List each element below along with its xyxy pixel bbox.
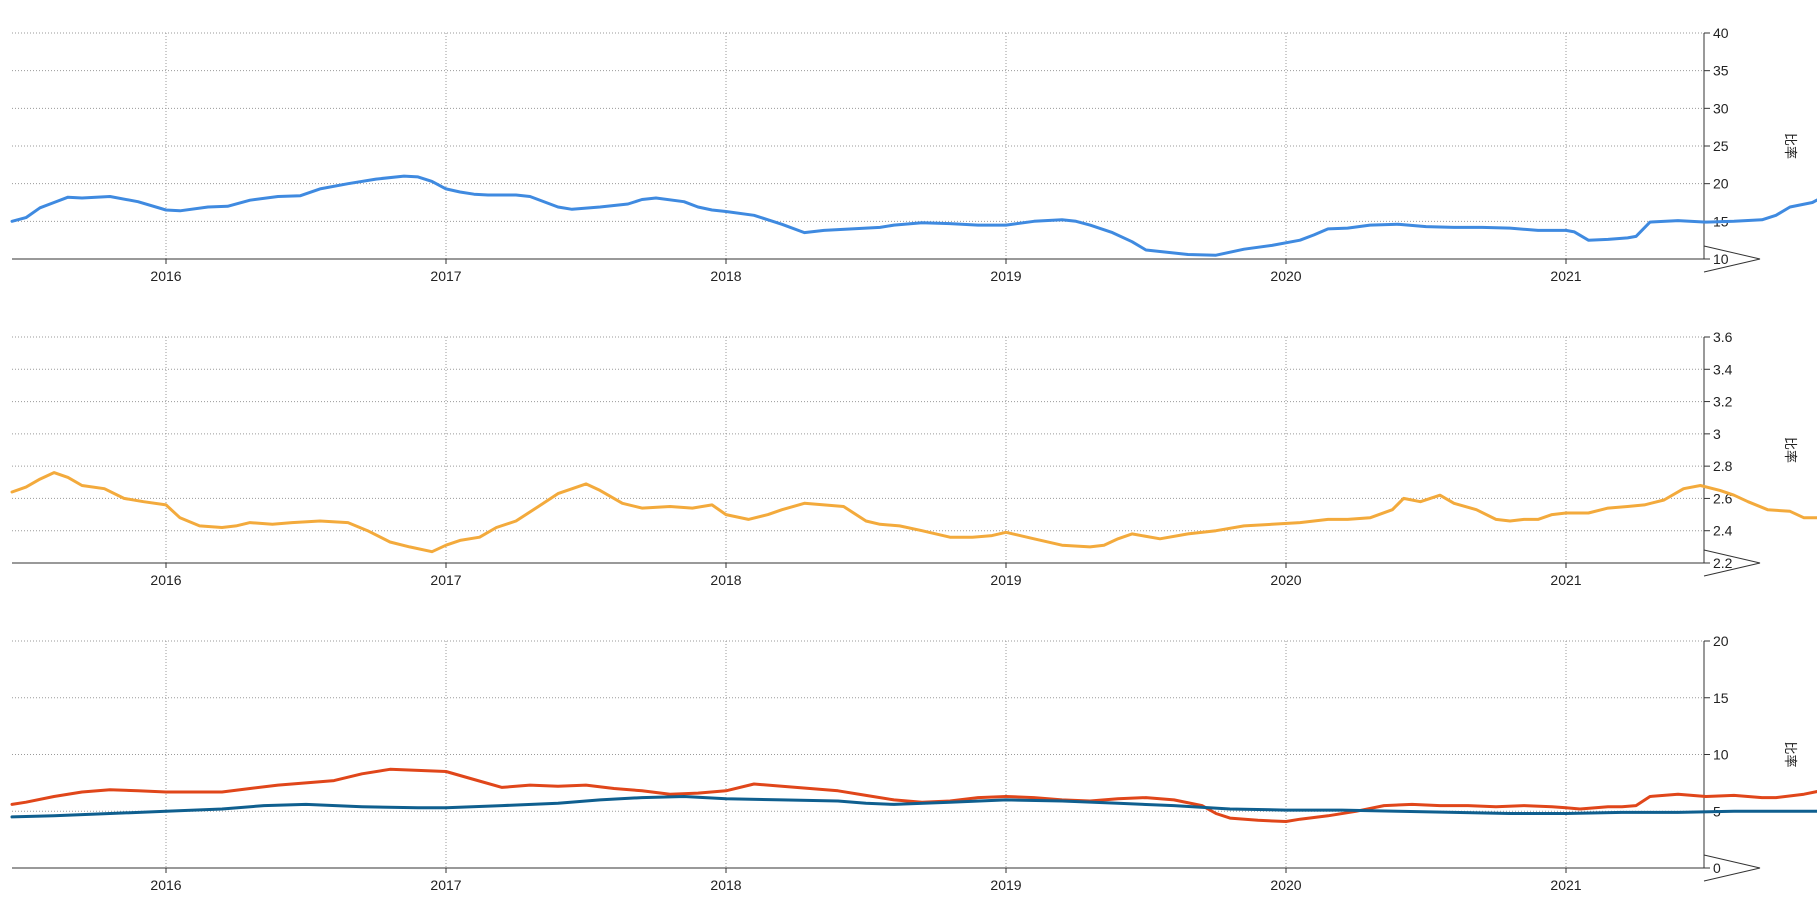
y-tick-label: 3	[1713, 426, 1721, 442]
x-tick-label: 2016	[150, 877, 181, 893]
series-line-1	[10, 174, 1817, 257]
y-axis-title: 比率	[1783, 133, 1798, 159]
y-axis-title: 比率	[1783, 741, 1798, 767]
x-tick-label: 2016	[150, 268, 181, 284]
x-tick-label: 2018	[710, 268, 741, 284]
series-line-2	[10, 795, 1817, 819]
series-line-1	[10, 471, 1817, 554]
x-tick-label: 2020	[1270, 268, 1301, 284]
x-axis-arrow	[1703, 854, 1761, 882]
x-tick-label: 2016	[150, 572, 181, 588]
x-tick-label: 2018	[710, 572, 741, 588]
y-tick-label: 40	[1713, 25, 1729, 41]
y-tick-label: 0	[1713, 860, 1721, 876]
y-tick-label: 10	[1713, 251, 1729, 267]
x-tick-label: 2021	[1550, 572, 1581, 588]
x-tick-label: 2021	[1550, 268, 1581, 284]
x-tick-label: 2018	[710, 877, 741, 893]
y-tick-label: 3.6	[1713, 329, 1733, 345]
x-tick-label: 2019	[990, 572, 1021, 588]
y-tick-label: 2.8	[1713, 458, 1733, 474]
x-tick-label: 2019	[990, 268, 1021, 284]
y-tick-label: 10	[1713, 747, 1729, 763]
series-line-1	[10, 767, 1817, 823]
y-tick-label: 20	[1713, 176, 1729, 192]
y-tick-label: 35	[1713, 63, 1729, 79]
y-tick-label: 2.2	[1713, 555, 1733, 571]
x-tick-label: 2020	[1270, 877, 1301, 893]
y-tick-label: 2.4	[1713, 523, 1733, 539]
x-tick-label: 2021	[1550, 877, 1581, 893]
x-axis-arrow	[1703, 245, 1761, 273]
x-tick-label: 2017	[430, 572, 461, 588]
y-tick-label: 3.2	[1713, 394, 1733, 410]
x-tick-label: 2020	[1270, 572, 1301, 588]
y-tick-label: 3.4	[1713, 361, 1733, 377]
y-tick-label: 20	[1713, 633, 1729, 649]
x-tick-label: 2017	[430, 268, 461, 284]
y-tick-label: 15	[1713, 690, 1729, 706]
y-axis-title: 比率	[1783, 437, 1798, 463]
x-tick-label: 2017	[430, 877, 461, 893]
y-tick-label: 25	[1713, 138, 1729, 154]
x-tick-label: 2019	[990, 877, 1021, 893]
x-axis-arrow	[1703, 549, 1761, 577]
y-tick-label: 30	[1713, 100, 1729, 116]
